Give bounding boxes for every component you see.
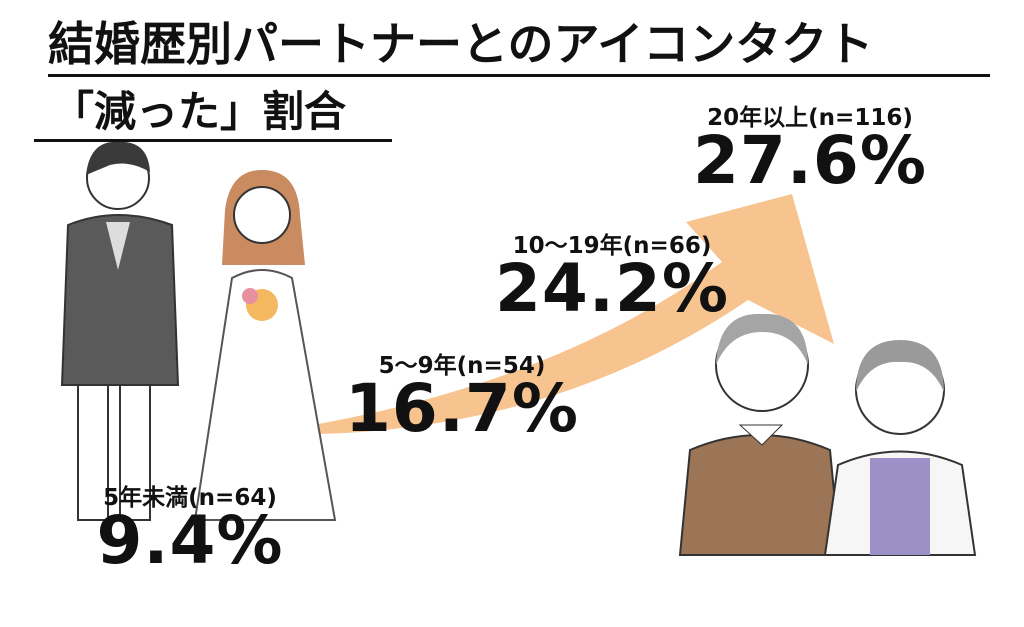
group-value: 16.7% — [345, 370, 579, 447]
bride — [193, 170, 337, 521]
group-label: 5年未満(n=64) — [103, 485, 277, 511]
title-line2: 「減った」割合 — [34, 78, 392, 142]
group-label: 5～9年(n=54) — [378, 353, 546, 379]
group-label: 20年以上(n=116) — [707, 105, 913, 131]
elderly-woman — [823, 340, 977, 556]
group-value: 27.6% — [693, 122, 927, 199]
title-line1: 結婚歴別パートナーとのアイコンタクト — [48, 8, 990, 77]
arrow — [318, 194, 834, 434]
group-label: 10～19年(n=66) — [512, 233, 712, 259]
group-value: 9.4% — [96, 502, 284, 579]
groom — [60, 141, 180, 521]
elderly-man — [678, 313, 842, 556]
group-value: 24.2% — [495, 250, 729, 327]
